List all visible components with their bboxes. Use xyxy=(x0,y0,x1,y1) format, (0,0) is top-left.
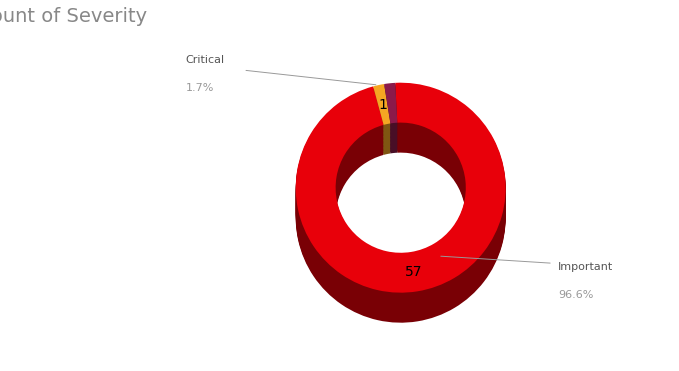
Wedge shape xyxy=(384,92,397,133)
Wedge shape xyxy=(384,108,397,148)
Wedge shape xyxy=(384,102,397,142)
Wedge shape xyxy=(384,103,397,144)
Wedge shape xyxy=(384,109,397,150)
Wedge shape xyxy=(373,87,390,128)
Wedge shape xyxy=(296,99,506,309)
Text: Critical: Critical xyxy=(185,55,225,65)
Wedge shape xyxy=(296,84,506,294)
Wedge shape xyxy=(296,88,506,298)
Text: 1.7%: 1.7% xyxy=(185,83,214,93)
Wedge shape xyxy=(384,106,397,147)
Wedge shape xyxy=(384,88,397,129)
Wedge shape xyxy=(384,83,397,124)
Text: 96.6%: 96.6% xyxy=(558,289,593,299)
Wedge shape xyxy=(384,90,397,130)
Wedge shape xyxy=(384,113,397,154)
Wedge shape xyxy=(296,85,506,295)
Wedge shape xyxy=(373,109,390,150)
Wedge shape xyxy=(296,83,506,293)
Wedge shape xyxy=(373,88,390,129)
Wedge shape xyxy=(296,109,506,319)
Wedge shape xyxy=(384,84,397,125)
Wedge shape xyxy=(373,99,390,140)
Wedge shape xyxy=(373,103,390,144)
Wedge shape xyxy=(296,93,506,303)
Wedge shape xyxy=(296,96,506,306)
Wedge shape xyxy=(296,91,506,301)
Wedge shape xyxy=(384,87,397,128)
Wedge shape xyxy=(373,91,390,132)
Wedge shape xyxy=(373,96,390,137)
Wedge shape xyxy=(373,105,390,145)
Wedge shape xyxy=(373,111,390,152)
Wedge shape xyxy=(373,101,390,141)
Wedge shape xyxy=(373,93,390,134)
Wedge shape xyxy=(384,94,397,134)
Wedge shape xyxy=(373,110,390,151)
Wedge shape xyxy=(373,113,390,154)
Wedge shape xyxy=(373,98,390,138)
Wedge shape xyxy=(296,101,506,311)
Wedge shape xyxy=(384,95,397,136)
Wedge shape xyxy=(384,86,397,126)
Wedge shape xyxy=(373,85,390,126)
Wedge shape xyxy=(373,89,390,130)
Wedge shape xyxy=(296,113,506,323)
Wedge shape xyxy=(384,105,397,145)
Wedge shape xyxy=(296,98,506,308)
Wedge shape xyxy=(373,84,390,125)
Wedge shape xyxy=(384,96,397,137)
Wedge shape xyxy=(296,95,506,305)
Text: Important: Important xyxy=(558,262,613,272)
Wedge shape xyxy=(296,87,506,297)
Wedge shape xyxy=(384,112,397,152)
Wedge shape xyxy=(373,102,390,142)
Wedge shape xyxy=(373,95,390,136)
Wedge shape xyxy=(296,107,506,317)
Wedge shape xyxy=(384,110,397,151)
Text: May 2024 Patch Tuesday - Count of Severity: May 2024 Patch Tuesday - Count of Severi… xyxy=(0,7,147,26)
Wedge shape xyxy=(373,107,390,148)
Wedge shape xyxy=(296,111,506,321)
Text: 57: 57 xyxy=(405,265,423,279)
Wedge shape xyxy=(373,106,390,147)
Wedge shape xyxy=(384,98,397,138)
Wedge shape xyxy=(296,102,506,312)
Wedge shape xyxy=(384,99,397,140)
Wedge shape xyxy=(296,103,506,313)
Wedge shape xyxy=(296,89,506,299)
Wedge shape xyxy=(384,101,397,141)
Wedge shape xyxy=(384,91,397,132)
Wedge shape xyxy=(296,92,506,302)
Wedge shape xyxy=(296,106,506,316)
Text: 1: 1 xyxy=(378,98,387,112)
Wedge shape xyxy=(296,110,506,320)
Wedge shape xyxy=(373,114,390,155)
Wedge shape xyxy=(373,92,390,133)
Wedge shape xyxy=(296,105,506,315)
